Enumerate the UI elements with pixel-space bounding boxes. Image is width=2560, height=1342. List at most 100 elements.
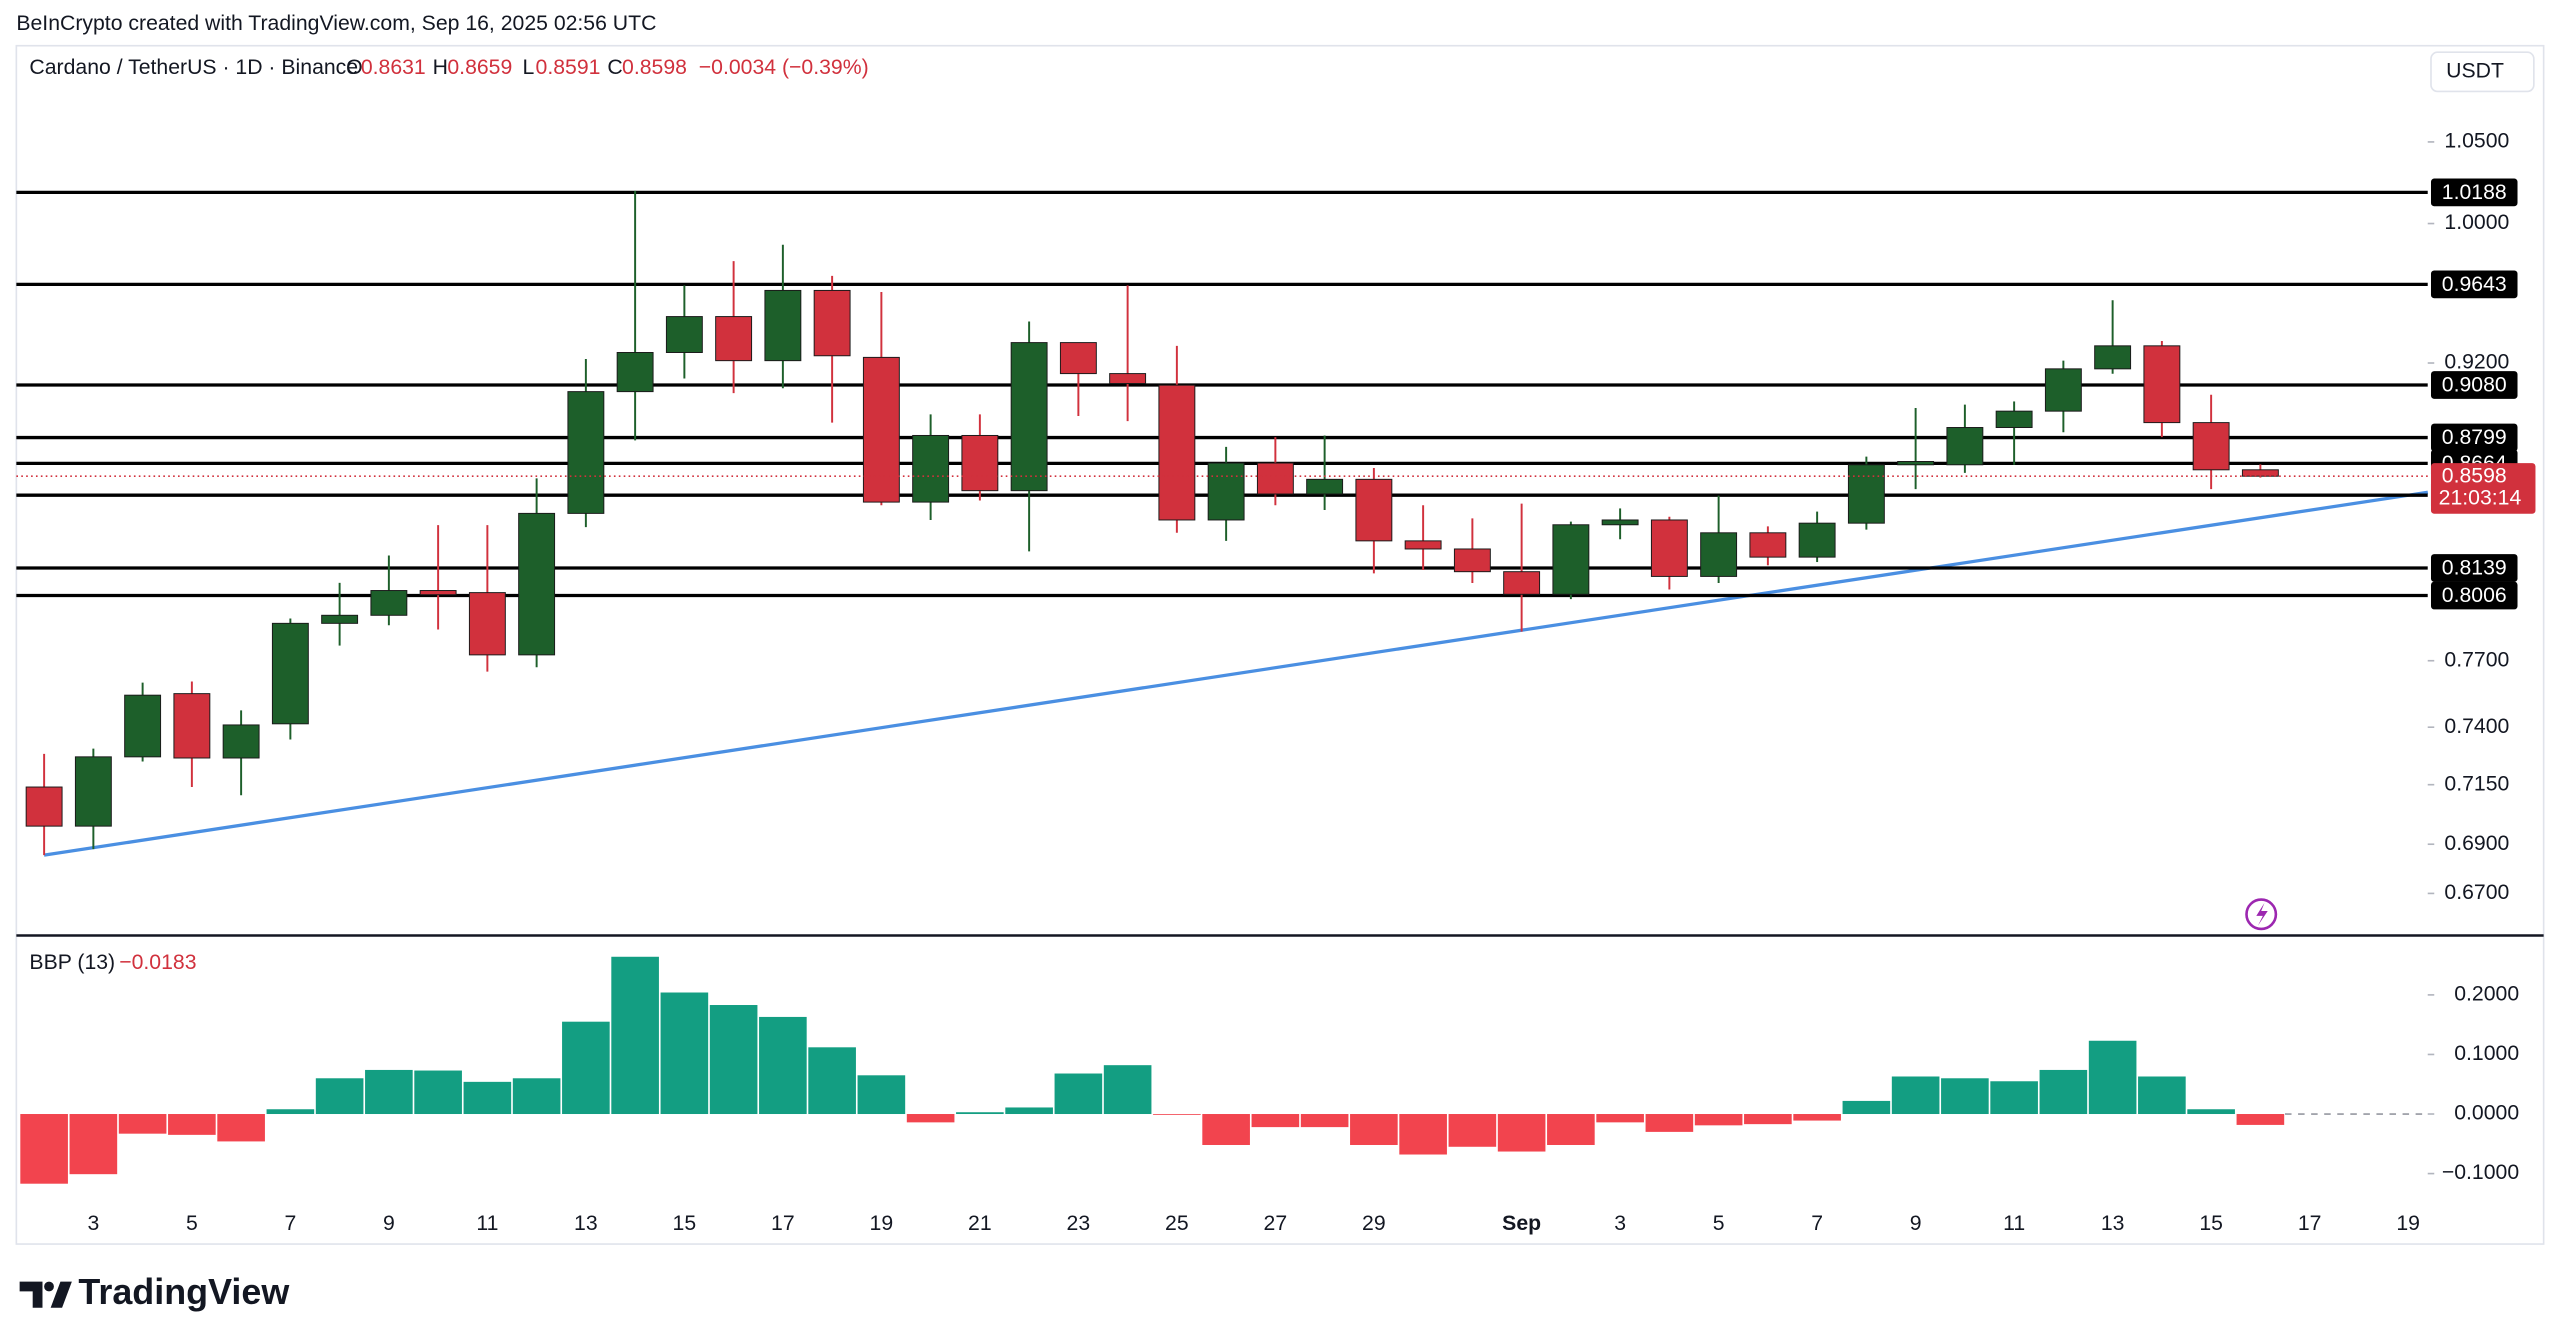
bbp-bar <box>1793 1114 1841 1121</box>
bbp-bar <box>168 1114 216 1135</box>
logo-dot <box>44 1281 54 1292</box>
bbp-bar <box>365 1069 413 1115</box>
y-tick-label: 1.0000 <box>2444 211 2509 234</box>
level-label: 1.0188 <box>2442 181 2507 204</box>
bbp-bar <box>1941 1078 1989 1115</box>
ohlc-value: 0.8598 <box>622 56 687 79</box>
bbp-bar <box>808 1047 856 1115</box>
indicator-title: BBP (13) <box>29 951 115 974</box>
bbp-bar <box>2138 1076 2186 1115</box>
bbp-bar <box>1054 1073 1103 1115</box>
candle-body <box>862 356 900 503</box>
candle-body <box>1404 540 1442 550</box>
bbp-bar <box>1251 1114 1300 1128</box>
x-tick-label: 25 <box>1165 1212 1189 1235</box>
bbp-bar <box>956 1112 1004 1115</box>
logo-text: TradingView <box>78 1271 289 1312</box>
candle-body <box>1995 410 2033 429</box>
level-label-box <box>2430 178 2518 207</box>
candle-body <box>321 614 359 624</box>
ohlc-label: O <box>346 56 363 79</box>
candle-body <box>764 289 802 362</box>
candle-body <box>271 622 309 725</box>
candle-body <box>567 391 605 514</box>
x-tick-label: 5 <box>1713 1212 1725 1235</box>
bbp-bar <box>660 992 709 1115</box>
level-label-box <box>2430 371 2518 399</box>
candle-body <box>1700 532 1738 577</box>
logo-mark <box>19 1281 72 1308</box>
y-tick-label: 0.2000 <box>2454 983 2519 1006</box>
alert-circle[interactable] <box>2245 898 2278 931</box>
chart-frame <box>15 44 2545 1245</box>
bbp-bar <box>118 1114 167 1134</box>
candle-body <box>1453 548 1491 573</box>
candle-body <box>1601 519 1639 526</box>
y-tick-label: 0.7150 <box>2444 772 2509 795</box>
candle-body <box>715 316 753 362</box>
bbp-bar <box>1990 1081 2038 1115</box>
x-tick-label: 3 <box>87 1212 99 1235</box>
currency-label[interactable]: USDT <box>2446 59 2504 82</box>
bbp-bar <box>611 956 659 1115</box>
x-tick-label: 5 <box>186 1212 198 1235</box>
bbp-bar <box>1005 1107 1053 1115</box>
candle-body <box>1503 571 1541 595</box>
candle-body <box>1552 524 1590 595</box>
bbp-bar <box>1694 1114 1743 1126</box>
candle-body <box>1059 342 1097 375</box>
candle-body <box>912 434 950 503</box>
bbp-bar <box>1153 1114 1201 1115</box>
x-tick-label: 7 <box>284 1212 296 1235</box>
currency-button[interactable] <box>2430 51 2535 93</box>
candle-body <box>2192 422 2230 471</box>
candle-body <box>665 316 703 353</box>
bbp-bar <box>562 1021 610 1115</box>
bbp-bar <box>20 1114 68 1184</box>
level-label: 0.8799 <box>2442 426 2507 449</box>
alert-icon[interactable] <box>2245 898 2278 931</box>
x-tick-label: 17 <box>771 1212 795 1235</box>
x-tick-label: 15 <box>2199 1212 2223 1235</box>
candle-body <box>1109 373 1147 384</box>
bbp-bar <box>69 1114 118 1175</box>
level-label: 0.8139 <box>2442 556 2507 579</box>
y-tick-label: 0.1000 <box>2454 1042 2519 1065</box>
candle-body <box>1798 522 1836 558</box>
countdown-label: 21:03:14 <box>2439 487 2522 510</box>
bbp-bar <box>2039 1069 2088 1115</box>
candle-body <box>616 352 654 393</box>
bbp-bar <box>315 1078 364 1115</box>
candle-body <box>813 289 851 357</box>
bbp-bar <box>1497 1114 1546 1152</box>
ohlc-value: 0.8631 <box>361 56 426 79</box>
bbp-bar <box>1399 1114 1447 1155</box>
last-price-label: 0.8598 <box>2442 465 2507 488</box>
candle-body <box>2143 345 2181 424</box>
x-tick-label: 17 <box>2298 1212 2322 1235</box>
candle-body <box>370 590 408 616</box>
candle-body <box>1897 461 1935 466</box>
level-label-box <box>2430 423 2518 452</box>
y-tick-label: 0.7700 <box>2444 648 2509 671</box>
candle-body <box>1355 478 1393 542</box>
bbp-bar <box>2187 1109 2235 1115</box>
bbp-bar <box>709 1005 758 1115</box>
level-label: 0.9080 <box>2442 373 2507 396</box>
x-tick-label: 19 <box>870 1212 894 1235</box>
bbp-bar <box>512 1078 561 1115</box>
x-tick-label: 29 <box>1362 1212 1386 1235</box>
y-tick-label: −0.1000 <box>2442 1161 2519 1184</box>
x-tick-label: 27 <box>1264 1212 1288 1235</box>
bbp-bar <box>266 1109 315 1115</box>
bbp-bar <box>759 1016 807 1115</box>
candle-body <box>468 592 506 656</box>
candle-body <box>2044 368 2082 412</box>
alert-bolt[interactable] <box>2256 902 2268 926</box>
bbp-bar <box>1891 1076 1940 1115</box>
level-label: 0.8006 <box>2442 584 2507 607</box>
candle-body <box>2241 469 2279 477</box>
x-tick-label: 3 <box>1614 1212 1626 1235</box>
